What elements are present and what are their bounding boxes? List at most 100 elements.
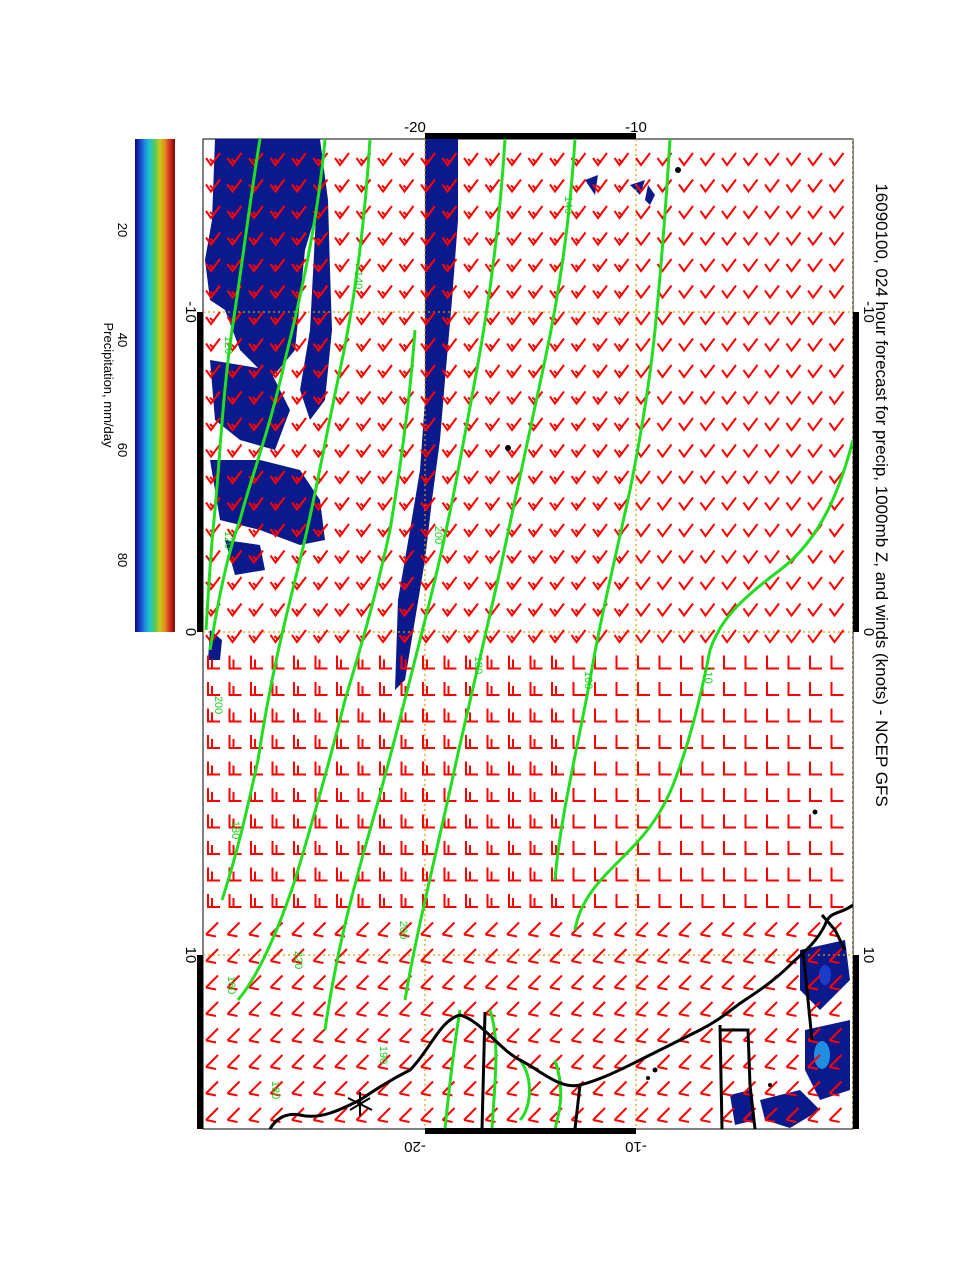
wind-barb [377,364,393,379]
wind-barb [656,576,673,591]
wind-barb [764,417,780,432]
wind-barb [572,735,586,749]
left-tick-label: 0 [182,628,199,636]
wind-barb [701,655,715,670]
wind-barb [828,1107,843,1123]
wind-barb [269,948,284,964]
wind-barb [248,311,264,326]
wind-barb [527,258,544,273]
wind-barb [742,948,757,964]
wind-barb [463,523,479,538]
wind-barb [379,735,392,749]
wind-barb [699,470,716,485]
wind-barb [807,258,823,273]
wind-barb [742,523,759,538]
wind-barb [420,337,436,353]
wind-barb [807,948,821,964]
wind-barb [314,708,328,723]
wind-barb [699,1080,714,1097]
map-frame [202,138,854,1130]
wind-barb [678,443,694,459]
contour-label: 120 [222,336,234,354]
wind-barb [463,337,479,353]
wind-barb [291,1027,305,1044]
wind-barb [506,1080,520,1097]
left-tick-label: 10 [182,947,199,964]
wind-barb [484,523,501,538]
left-axis-labels: -10 0 10 [182,301,199,963]
wind-barb [594,867,607,882]
wind-barb [398,576,415,591]
wind-barb [312,337,329,353]
wind-barb [656,496,673,512]
wind-barb [828,311,845,326]
wind-barb [658,735,672,749]
colorbar-tick-label: 20 [115,223,130,237]
wind-barb [764,178,780,194]
wind-barb [269,496,286,512]
wind-barb [785,1001,800,1017]
wind-barb [678,1054,692,1070]
wind-barb [551,655,564,670]
wind-barb [785,974,800,991]
wind-barb [613,205,630,220]
wind-barb [248,523,264,538]
wind-barb [463,948,477,964]
wind-barb [506,284,522,300]
contour-label: 200 [432,526,444,544]
wind-barb [312,629,329,644]
wind-barb [529,867,543,882]
wind-barb [680,682,693,696]
wind-barb [592,974,606,991]
wind-barb [637,894,650,908]
wind-barb [312,390,329,406]
wind-barb [549,1001,563,1017]
wind-barb [269,417,286,432]
wind-barb [357,814,371,829]
wind-barb [336,788,349,802]
wind-barb [787,867,801,882]
contour-label: 200 [397,921,409,939]
wind-barb [357,708,371,723]
wind-barb [269,337,286,353]
wind-barb [828,205,845,220]
wind-barb [721,921,735,938]
wind-barb [613,417,630,432]
wind-barb [334,417,350,432]
axis-bars [197,133,859,1134]
wind-barb [699,1027,714,1044]
wind-barb [250,708,263,723]
wind-barb [334,470,350,485]
wind-barb [269,231,286,247]
wind-barb [334,496,350,512]
wind-barb [441,549,458,565]
colorbar [135,139,175,632]
wind-barb [484,443,501,459]
contour-label: 140 [352,271,364,289]
wind-barb [269,178,286,194]
wind-barb [484,364,501,379]
wind-barb [699,921,714,938]
wind-barb [787,708,801,723]
wind-barb [484,549,501,565]
wind-barb [441,629,458,644]
wind-barb [226,948,241,964]
wind-barb [592,311,608,326]
wind-barb [291,974,305,991]
wind-barb [441,417,458,432]
wind-barb [678,523,694,538]
wind-barb [613,496,630,512]
wind-barb [269,152,286,167]
wind-barb [205,284,221,300]
wind-barb [355,417,372,432]
wind-barb [723,867,736,882]
wind-barb [205,231,221,247]
wind-barb [744,761,758,776]
wind-barb [441,231,458,247]
wind-barb [357,788,371,802]
wind-barb [398,311,415,326]
wind-barb [443,708,457,723]
wind-barb [764,496,780,512]
wind-barb [721,284,737,300]
wind-barb [527,496,544,512]
